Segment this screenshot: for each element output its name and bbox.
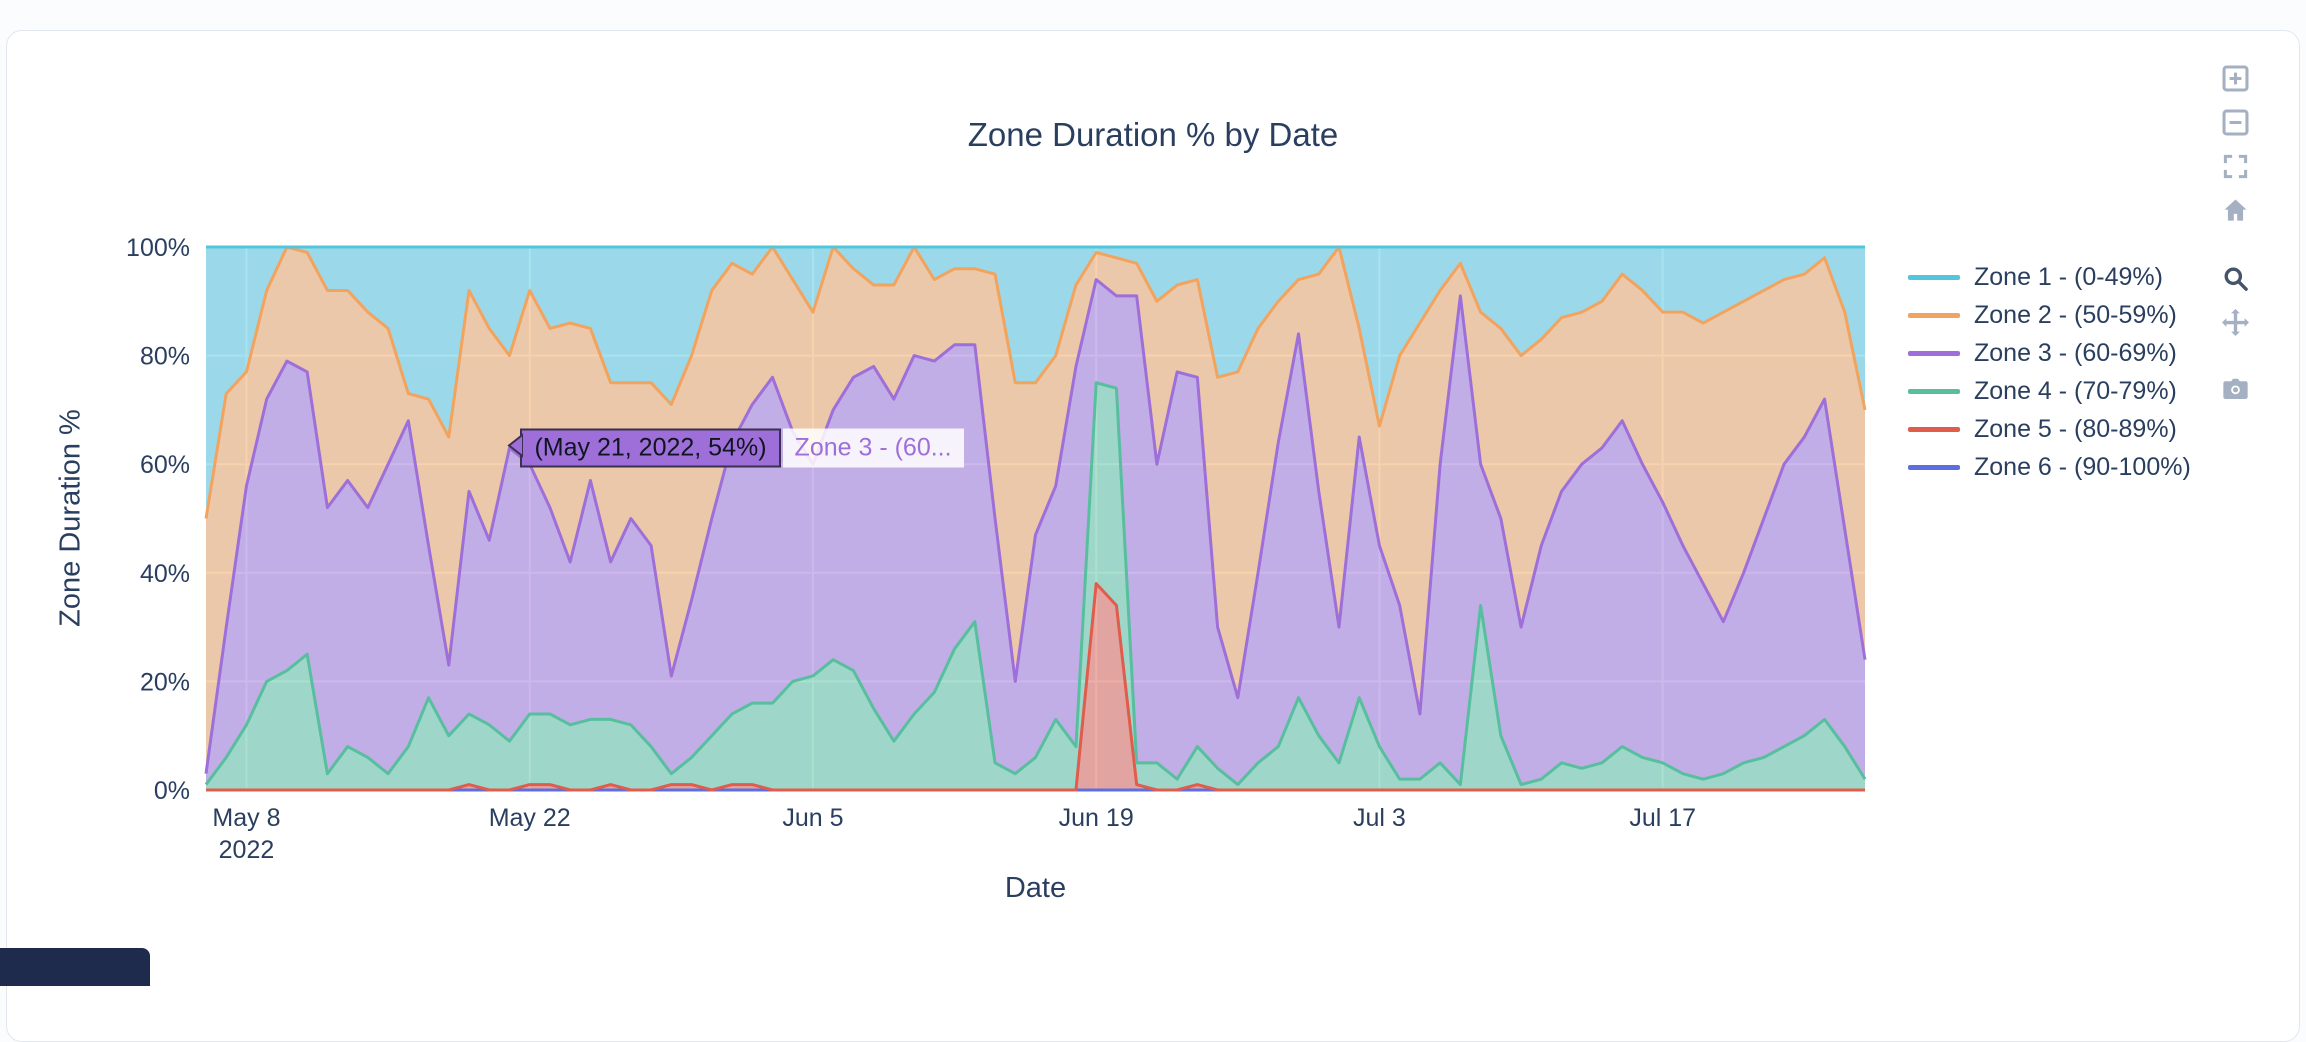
- legend-label: Zone 2 - (50-59%): [1974, 300, 2177, 329]
- y-tick-label: 20%: [140, 668, 190, 696]
- download-plot-button[interactable]: [2218, 372, 2254, 408]
- legend-item-zone1[interactable]: Zone 1 - (0-49%): [1908, 258, 2191, 296]
- zoom-out-button[interactable]: [2218, 104, 2254, 140]
- legend-label: Zone 6 - (90-100%): [1974, 452, 2191, 481]
- plot-area[interactable]: 0% 20% 40% 60% 80% 100% May 8 2022 May 22 Jun 5 Ju…: [0, 0, 2306, 986]
- chart-title: Zone Duration % by Date: [967, 116, 1339, 153]
- x-tick-label: May 8: [212, 804, 280, 832]
- x-tick-label: May 22: [489, 804, 571, 832]
- expand-icon: [2223, 154, 2248, 178]
- line-zone5[interactable]: [206, 582, 1865, 792]
- legend-swatch: [1908, 350, 1960, 356]
- legend: Zone 1 - (0-49%) Zone 2 - (50-59%) Zone 3 …: [1908, 258, 2191, 486]
- x-tick-label: Jun 19: [1059, 804, 1134, 832]
- x-tick-label: Jun 5: [782, 804, 843, 832]
- line-zone2[interactable]: [204, 245, 1867, 519]
- minus-square-icon: [2222, 109, 2249, 135]
- x-tick-label: Jul 17: [1629, 804, 1696, 832]
- home-icon: [2224, 199, 2247, 221]
- y-tick-label: 40%: [140, 560, 190, 588]
- tooltip-arrow: [505, 429, 525, 466]
- line-zone4[interactable]: [204, 381, 1867, 787]
- legend-swatch: [1908, 464, 1960, 470]
- y-tick-label: 100%: [126, 234, 190, 262]
- x-tick-sublabel: 2022: [219, 836, 275, 864]
- move-icon: [2222, 308, 2249, 336]
- area-zone3[interactable]: [206, 279, 1865, 785]
- reset-axes-button[interactable]: [2218, 192, 2254, 228]
- legend-item-zone5[interactable]: Zone 5 - (80-89%): [1908, 410, 2191, 448]
- x-tick-label: Jul 3: [1353, 804, 1406, 832]
- pan-mode-button[interactable]: [2218, 304, 2254, 340]
- tooltip-point-label: (May 21, 2022, 54%): [520, 428, 781, 468]
- y-tick-label: 60%: [140, 451, 190, 479]
- x-axis-title: Date: [1004, 872, 1067, 904]
- legend-label: Zone 4 - (70-79%): [1974, 376, 2177, 405]
- autoscale-button[interactable]: [2218, 148, 2254, 184]
- legend-item-zone4[interactable]: Zone 4 - (70-79%): [1908, 372, 2191, 410]
- legend-swatch: [1908, 388, 1960, 394]
- tooltip-series-label: Zone 3 - (60...: [782, 428, 964, 468]
- legend-label: Zone 1 - (0-49%): [1974, 262, 2163, 291]
- legend-swatch: [1908, 312, 1960, 318]
- zoom-mode-button[interactable]: [2218, 260, 2254, 296]
- y-tick-label: 80%: [140, 343, 190, 371]
- line-zone3[interactable]: [204, 278, 1867, 774]
- legend-label: Zone 5 - (80-89%): [1974, 414, 2177, 443]
- legend-swatch: [1908, 274, 1960, 280]
- legend-swatch: [1908, 426, 1960, 432]
- zoom-in-button[interactable]: [2218, 60, 2254, 96]
- plus-square-icon: [2222, 65, 2249, 91]
- magnifier-icon: [2224, 267, 2248, 291]
- tooltip: (May 21, 2022, 54%) Zone 3 - (60...: [505, 428, 964, 468]
- legend-item-zone6[interactable]: Zone 6 - (90-100%): [1908, 448, 2191, 486]
- camera-icon: [2223, 378, 2248, 399]
- y-axis-title: Zone Duration %: [54, 409, 87, 627]
- legend-label: Zone 3 - (60-69%): [1974, 338, 2177, 367]
- legend-item-zone2[interactable]: Zone 2 - (50-59%): [1908, 296, 2191, 334]
- bottom-left-badge[interactable]: [0, 948, 150, 986]
- legend-item-zone3[interactable]: Zone 3 - (60-69%): [1908, 334, 2191, 372]
- modebar: [2216, 60, 2256, 416]
- y-tick-label: 0%: [154, 777, 190, 805]
